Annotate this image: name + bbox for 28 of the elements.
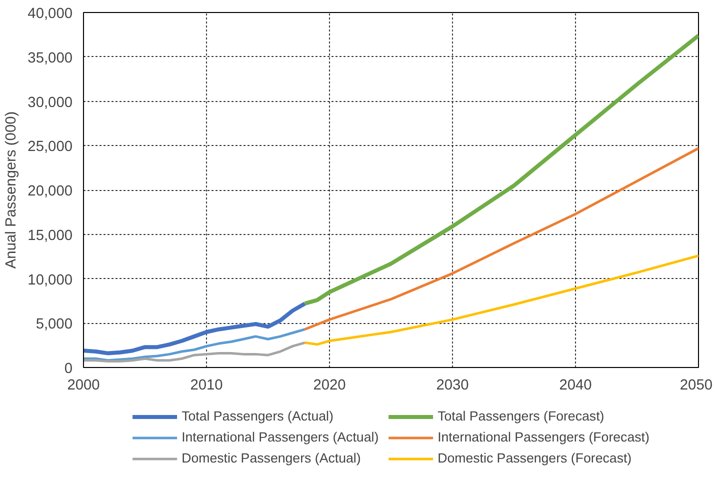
y-tick-label: 15,000 — [28, 228, 72, 244]
line-series — [84, 302, 307, 356]
y-tick-label: 40,000 — [28, 6, 72, 22]
y-tick-label: 5,000 — [36, 316, 73, 333]
line-series — [302, 34, 698, 306]
x-tick-label: 2010 — [190, 378, 223, 394]
y-tick-label: 30,000 — [28, 94, 72, 111]
x-tick-label: 2000 — [67, 378, 100, 394]
legend-label: International Passengers (Forecast) — [438, 430, 650, 444]
legend-label: Domestic Passengers (Actual) — [182, 450, 362, 466]
x-tick-label: 2020 — [313, 378, 346, 394]
legend-label: Domestic Passengers (Forecast) — [438, 450, 633, 466]
y-tick-label: 35,000 — [28, 50, 72, 66]
legend-label: Total Passengers (Forecast) — [438, 408, 606, 424]
line-series — [84, 328, 306, 362]
legend-label: Total Passengers (Actual) — [182, 408, 334, 424]
legend-label: International Passengers (Actual) — [182, 430, 380, 444]
y-tick-label: 25,000 — [28, 139, 72, 156]
y-axis-title: Anual Passengers (000) — [4, 111, 20, 269]
x-tick-label: 2030 — [436, 378, 469, 394]
line-series — [84, 341, 306, 363]
line-series — [304, 147, 698, 331]
line-series — [304, 254, 698, 346]
x-tick-label: 2050 — [680, 378, 713, 394]
y-tick-label: 20,000 — [28, 184, 72, 200]
y-tick-label: 0 — [64, 361, 73, 377]
x-tick-label: 2040 — [559, 378, 592, 394]
y-tick-label: 10,000 — [28, 272, 72, 288]
